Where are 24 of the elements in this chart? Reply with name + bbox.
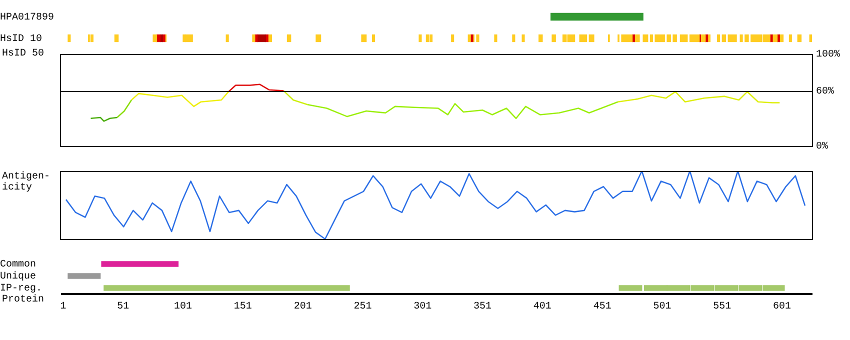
x-tick-label: 601 <box>773 302 792 313</box>
x-axis-title: Protein <box>2 294 44 306</box>
x-tick-label: 301 <box>414 302 432 313</box>
y-tick-label: HPA017899 <box>0 12 54 24</box>
x-tick-label: 201 <box>294 302 312 313</box>
y-axis-title: Antigen- icity <box>2 170 50 194</box>
y-tick-label: 100% <box>816 50 840 61</box>
y-tick-label: Common <box>0 260 36 271</box>
y-tick-label: IP-reg. <box>0 284 42 295</box>
x-tick-label: 451 <box>593 302 612 313</box>
x-tick-label: 501 <box>653 302 672 313</box>
y-tick-label: Unique <box>0 270 36 283</box>
x-tick-label: 251 <box>354 302 372 313</box>
x-tick-label: 401 <box>533 302 552 313</box>
x-tick-label: 1 <box>60 302 66 313</box>
y-tick-label: 0% <box>816 142 828 153</box>
y-tick-label: 60% <box>816 86 834 98</box>
y-tick-label: HsID 10 <box>0 34 42 45</box>
x-tick-label: 551 <box>713 302 732 313</box>
x-tick-label: 51 <box>117 302 130 313</box>
x-tick-label: 151 <box>234 302 252 313</box>
y-axis-title: HsID 50 <box>2 48 44 60</box>
x-tick-label: 101 <box>174 302 192 313</box>
x-tick-label: 351 <box>474 302 492 313</box>
